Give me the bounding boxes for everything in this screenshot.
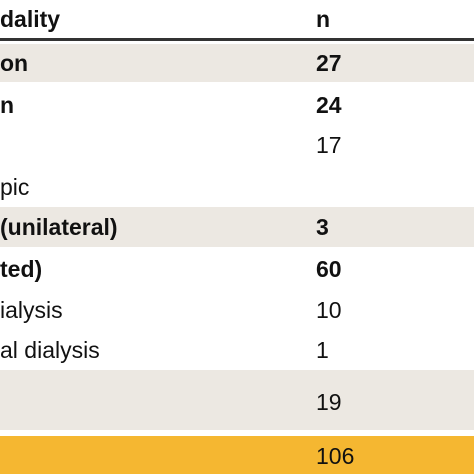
table-row: pic: [0, 166, 474, 206]
row-n: 60: [316, 256, 342, 282]
table-row: 19: [0, 370, 474, 430]
table-row: ialysis 10: [0, 289, 474, 329]
row-label: pic: [0, 174, 30, 200]
row-n: 3: [316, 214, 329, 240]
table-row: n 24: [0, 84, 474, 124]
header-n: n: [316, 6, 331, 32]
row-label: n: [0, 92, 15, 118]
row-label: ted): [0, 256, 43, 282]
row-n: 10: [316, 297, 342, 323]
row-n: 17: [316, 132, 342, 158]
table-row-total: 106: [0, 436, 474, 474]
header-rule: [0, 38, 474, 41]
row-label: (unilateral): [0, 214, 118, 240]
row-label: on: [0, 50, 29, 76]
table-row: on 27: [0, 44, 474, 82]
row-n: 27: [316, 50, 342, 76]
row-n: 24: [316, 92, 342, 118]
row-label: ialysis: [0, 297, 63, 323]
table-header: dality n: [0, 0, 474, 38]
table-row: al dialysis 1: [0, 329, 474, 369]
row-label: al dialysis: [0, 337, 100, 363]
table-row: 17: [0, 124, 474, 166]
total-n: 106: [316, 443, 355, 469]
table-row: (unilateral) 3: [0, 207, 474, 247]
row-n: 1: [316, 337, 329, 363]
header-modality: dality: [0, 6, 61, 32]
row-n: 19: [316, 389, 342, 415]
table-row: ted) 60: [0, 247, 474, 289]
